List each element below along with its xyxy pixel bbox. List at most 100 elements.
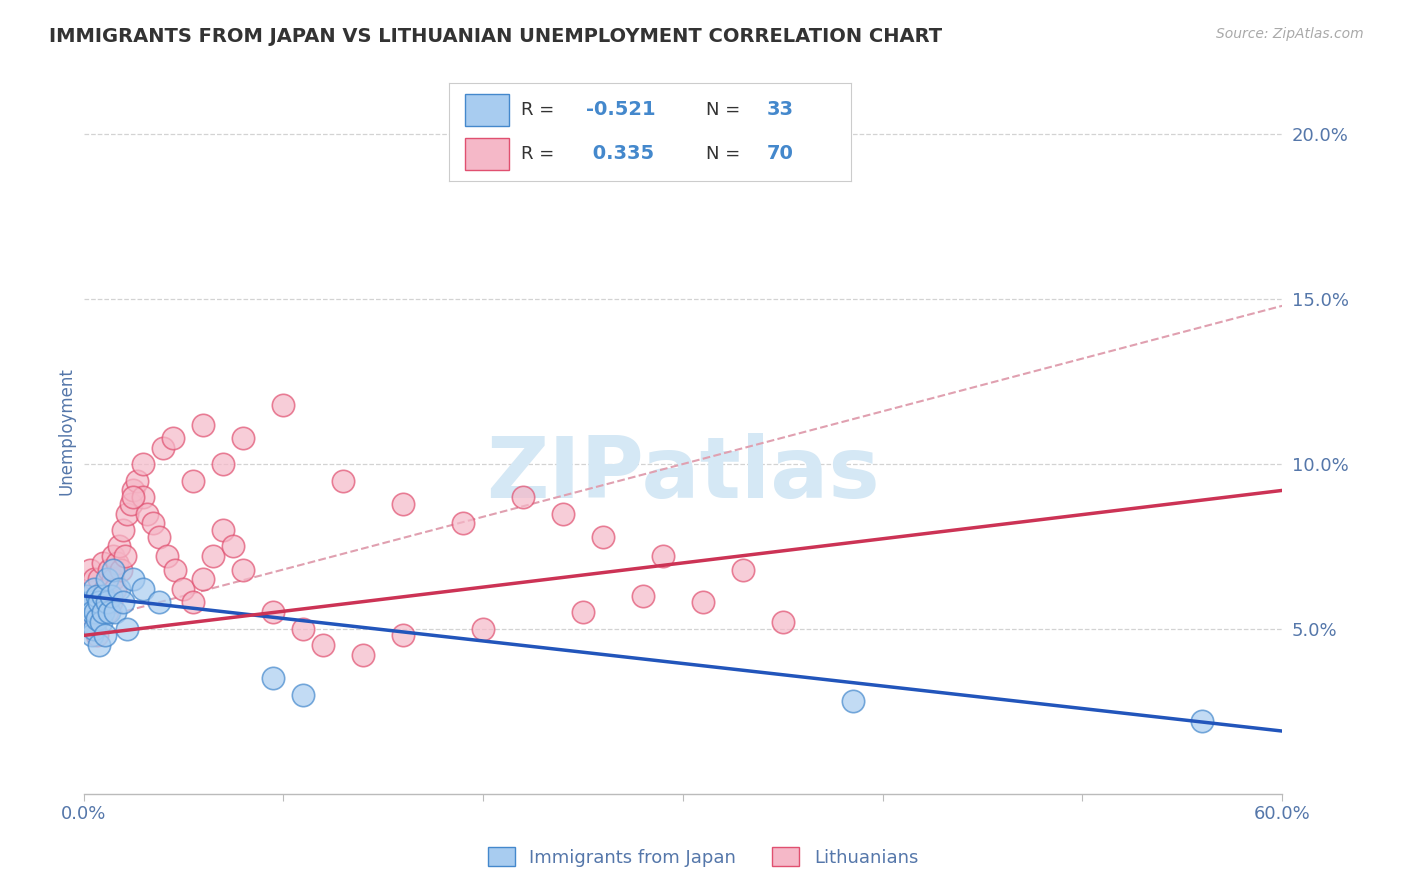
Point [262,671,284,685]
Point [83,622,105,636]
Text: Source: ZipAtlas.com: Source: ZipAtlas.com [1216,27,1364,41]
Point [332,474,354,488]
Point [108,540,131,554]
Point [89,595,111,609]
Point [731,562,754,576]
Point [312,638,335,652]
Point [132,457,155,471]
Point [84,606,107,620]
Point [90,615,112,630]
Point [80,628,103,642]
Text: ZIPatlas: ZIPatlas [486,434,880,516]
Point [122,573,145,587]
Point [103,562,125,576]
Point [122,483,145,498]
Point [122,490,145,504]
Point [114,549,136,564]
Point [86,628,108,642]
Point [93,589,115,603]
Point [165,562,187,576]
Point [93,589,115,603]
Point [292,688,315,702]
Point [117,507,139,521]
Point [93,606,115,620]
Point [112,595,135,609]
Point [232,431,254,445]
Point [98,606,121,620]
Point [83,573,105,587]
Point [86,612,108,626]
Point [692,595,714,609]
Point [193,573,215,587]
Point [94,628,117,642]
Point [142,516,165,531]
Point [94,582,117,597]
Point [262,606,284,620]
Point [451,516,474,531]
Point [1191,714,1213,728]
Legend: Immigrants from Japan, Lithuanians: Immigrants from Japan, Lithuanians [481,840,925,874]
Point [100,595,122,609]
Point [79,595,101,609]
Point [212,457,235,471]
Point [352,648,374,663]
Point [132,582,155,597]
Point [631,589,654,603]
Point [83,582,105,597]
Point [148,530,170,544]
Point [271,398,294,412]
Point [100,589,122,603]
Point [183,595,205,609]
Point [76,589,98,603]
Point [136,507,159,521]
Point [107,556,129,570]
Point [90,595,112,609]
Point [110,562,132,576]
Point [89,573,111,587]
Point [120,497,142,511]
Point [103,549,125,564]
Point [183,474,205,488]
Point [96,595,118,609]
Point [117,622,139,636]
Point [772,615,794,630]
Point [103,573,125,587]
Point [651,549,673,564]
Point [392,497,415,511]
Point [96,606,118,620]
Point [96,573,118,587]
Point [292,622,315,636]
Point [202,549,225,564]
Point [512,490,534,504]
Point [104,606,127,620]
Point [80,606,103,620]
Point [472,622,495,636]
Point [127,474,149,488]
Point [79,615,101,630]
Point [172,582,194,597]
Point [80,595,103,609]
Point [93,556,115,570]
Point [75,589,97,603]
Point [76,599,98,613]
Point [104,582,127,597]
Point [98,562,121,576]
Point [79,562,101,576]
Point [841,694,863,708]
Text: IMMIGRANTS FROM JAPAN VS LITHUANIAN UNEMPLOYMENT CORRELATION CHART: IMMIGRANTS FROM JAPAN VS LITHUANIAN UNEM… [49,27,942,45]
Point [89,638,111,652]
Point [79,615,101,630]
Point [132,490,155,504]
Point [112,523,135,537]
Point [75,606,97,620]
Point [152,441,174,455]
Point [572,606,595,620]
Point [83,622,105,636]
Point [108,582,131,597]
Point [551,507,574,521]
Point [232,562,254,576]
Y-axis label: Unemployment: Unemployment [58,368,75,495]
Point [212,523,235,537]
Point [156,549,179,564]
Point [592,530,614,544]
